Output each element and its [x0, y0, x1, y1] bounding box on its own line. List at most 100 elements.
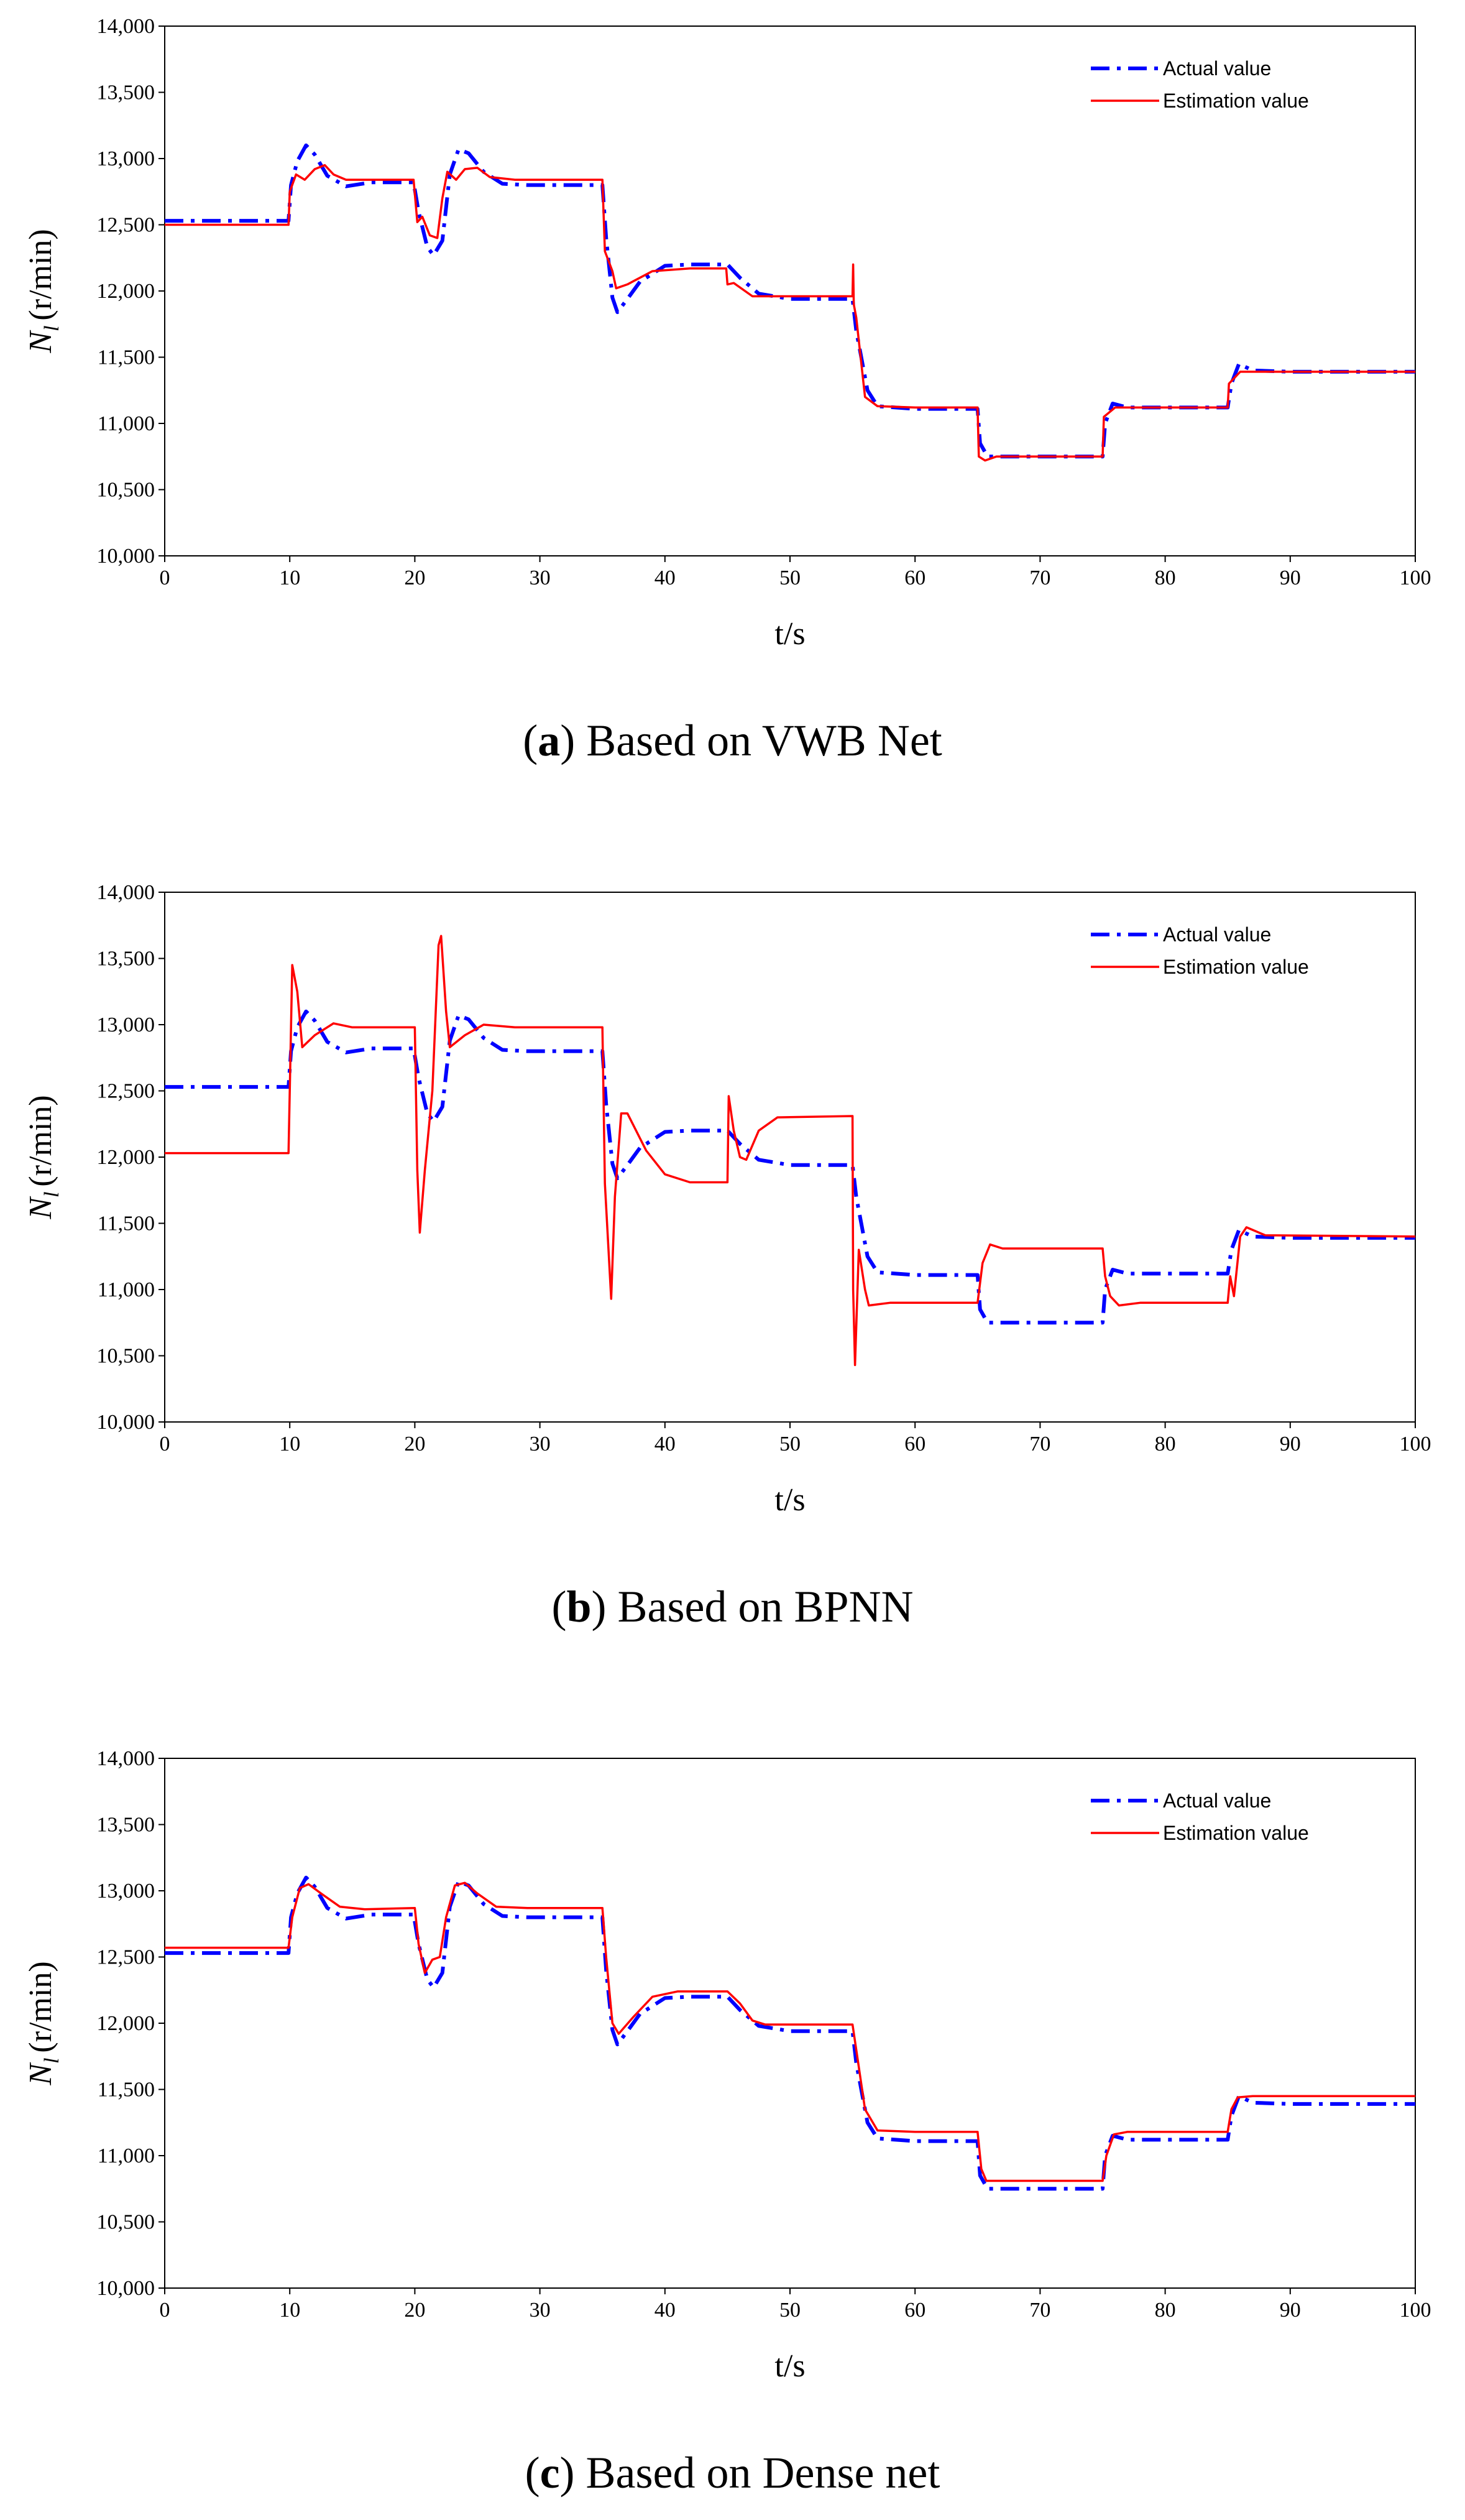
x-axis-label: t/s — [774, 2348, 805, 2384]
chart-c-caption: (c) Based on Dense net — [525, 2448, 940, 2498]
plot-area — [164, 1758, 1416, 2289]
y-axis-label: Nl (r/min) — [23, 1961, 63, 2085]
y-tick-label: 11,500 — [98, 2079, 155, 2102]
chart-a-caption-text: Based on VWB Net — [586, 716, 942, 765]
chart-b-caption-letter: b — [566, 1582, 592, 1632]
y-tick-label: 12,500 — [97, 214, 155, 237]
y-axis-label-sub: l — [40, 326, 63, 331]
series-line-estimation — [165, 164, 1415, 462]
y-tick-label: 10,500 — [97, 1345, 155, 1368]
chart-c-caption-text: Based on Dense net — [586, 2448, 940, 2498]
y-axis-label: Nl (r/min) — [23, 229, 63, 353]
y-tick-label: 10,000 — [97, 545, 155, 568]
chart-panel-b: 10,000 10,500 11,000 11,500 12,000 12,500 13,0… — [0, 866, 1465, 1687]
series-line-estimation — [165, 935, 1415, 1367]
x-tick-label: 80 — [1155, 2299, 1176, 2322]
y-tick-label: 13,000 — [97, 147, 155, 170]
y-axis-label-unit: (r/min) — [23, 1961, 58, 2052]
series-group — [165, 1875, 1415, 2191]
series-group — [165, 143, 1415, 462]
y-axis-label-main: N — [23, 2062, 58, 2086]
legend-label: Estimation value — [1163, 90, 1309, 112]
chart-panel-a: 10,000 10,500 11,000 11,500 12,000 12,500 13,0… — [0, 0, 1465, 821]
x-tick-label: 50 — [779, 1433, 801, 1456]
x-tick-label: 30 — [530, 2299, 551, 2322]
plot-area — [164, 892, 1416, 1423]
x-tick-label: 10 — [279, 2299, 300, 2322]
y-tick-label: 11,500 — [98, 346, 155, 369]
y-tick-label: 12,000 — [97, 1146, 155, 1169]
y-axis-label-sub: l — [40, 1192, 63, 1198]
x-tick-label: 70 — [1029, 2299, 1050, 2322]
y-tick-label: 10,000 — [97, 2277, 155, 2300]
x-tick-label: 0 — [160, 2299, 170, 2322]
x-tick-label: 60 — [904, 2299, 925, 2322]
chart-a-svg: 10,000 10,500 11,000 11,500 12,000 12,500 13,0… — [23, 15, 1431, 652]
y-tick-label: 14,000 — [97, 1747, 155, 1770]
y-axis-label-sub: l — [40, 2058, 63, 2064]
x-tick-label: 90 — [1280, 2299, 1301, 2322]
chart-b-svg: 10,000 10,500 11,000 11,500 12,000 12,500 13,0… — [23, 881, 1431, 1518]
chart-a-caption: (a) Based on VWB Net — [523, 716, 942, 765]
chart-b-caption: (b) Based on BPNN — [551, 1582, 914, 1632]
x-tick-label: 10 — [279, 566, 300, 589]
x-tick-label: 60 — [904, 566, 925, 589]
x-tick-label: 100 — [1400, 566, 1431, 589]
x-tick-label: 30 — [530, 566, 551, 589]
y-axis-label-main: N — [23, 1196, 58, 1220]
y-axis-label-unit: (r/min) — [23, 229, 58, 320]
x-tick-label: 40 — [654, 566, 676, 589]
x-tick-label: 50 — [779, 2299, 801, 2322]
y-tick-label: 14,000 — [97, 15, 155, 38]
x-axis-label: t/s — [774, 616, 805, 652]
x-tick-label: 30 — [530, 1433, 551, 1456]
x-tick-label: 90 — [1280, 1433, 1301, 1456]
chart-b-caption-text: Based on BPNN — [617, 1582, 914, 1632]
x-tick-label: 0 — [160, 1433, 170, 1456]
y-tick-label: 11,500 — [98, 1212, 155, 1235]
y-axis-label: Nl (r/min) — [23, 1095, 63, 1219]
legend-label: Actual value — [1163, 1789, 1271, 1812]
y-tick-label: 13,500 — [97, 1814, 155, 1837]
legend-label: Estimation value — [1163, 1822, 1309, 1844]
plot-area — [164, 25, 1416, 556]
x-tick-label: 70 — [1029, 566, 1050, 589]
x-tick-label: 20 — [404, 566, 425, 589]
x-tick-label: 80 — [1155, 1433, 1176, 1456]
y-tick-label: 10,500 — [97, 2211, 155, 2234]
y-tick-label: 12,000 — [97, 280, 155, 303]
x-tick-label: 60 — [904, 1433, 925, 1456]
x-tick-label: 100 — [1400, 1433, 1431, 1456]
series-line-actual — [165, 1009, 1415, 1325]
chart-a-caption-letter: a — [538, 716, 561, 765]
x-tick-label: 80 — [1155, 566, 1176, 589]
x-tick-label: 40 — [654, 1433, 676, 1456]
x-tick-label: 100 — [1400, 2299, 1431, 2322]
chart-panel-c: 10,000 10,500 11,000 11,500 12,000 12,500 13,0… — [0, 1732, 1465, 2520]
x-tick-label: 90 — [1280, 566, 1301, 589]
legend-label: Actual value — [1163, 923, 1271, 946]
x-tick-label: 50 — [779, 566, 801, 589]
x-tick-label: 70 — [1029, 1433, 1050, 1456]
y-tick-label: 13,000 — [97, 1880, 155, 1903]
y-tick-label: 14,000 — [97, 881, 155, 904]
y-axis-label-main: N — [23, 330, 58, 354]
y-tick-label: 12,000 — [97, 2012, 155, 2035]
x-tick-label: 20 — [404, 1433, 425, 1456]
series-line-estimation — [165, 1881, 1415, 2182]
y-axis-label-unit: (r/min) — [23, 1095, 58, 1186]
y-tick-label: 12,500 — [97, 1080, 155, 1103]
x-tick-label: 0 — [160, 566, 170, 589]
y-tick-label: 11,000 — [98, 2144, 155, 2167]
legend-label: Actual value — [1163, 57, 1271, 80]
x-tick-label: 20 — [404, 2299, 425, 2322]
y-tick-label: 13,500 — [97, 948, 155, 971]
chart-c-caption-letter: c — [540, 2448, 560, 2498]
chart-c-svg: 10,000 10,500 11,000 11,500 12,000 12,500 13,0… — [23, 1747, 1431, 2384]
y-tick-label: 10,000 — [97, 1411, 155, 1434]
y-tick-label: 13,000 — [97, 1013, 155, 1036]
x-tick-label: 40 — [654, 2299, 676, 2322]
legend-label: Estimation value — [1163, 956, 1309, 978]
y-tick-label: 12,500 — [97, 1946, 155, 1969]
x-axis-label: t/s — [774, 1482, 805, 1518]
